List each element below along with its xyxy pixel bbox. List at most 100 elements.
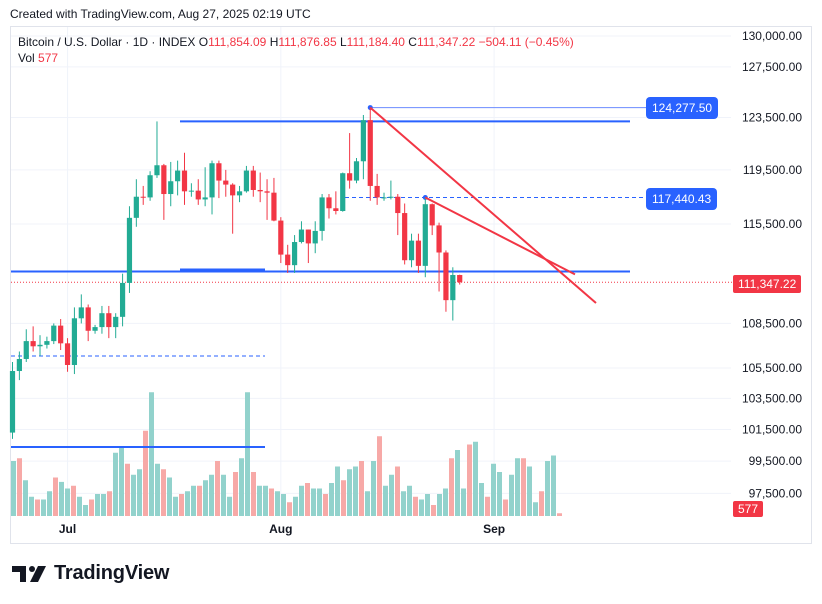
tradingview-wordmark: TradingView bbox=[54, 562, 170, 584]
volume-bar bbox=[113, 452, 118, 516]
candle-body bbox=[119, 282, 126, 317]
volume-bar bbox=[119, 447, 124, 516]
chart-frame[interactable] bbox=[10, 26, 812, 544]
volume-bar bbox=[335, 466, 340, 516]
volume-bar bbox=[29, 496, 34, 516]
candle-body bbox=[422, 204, 428, 266]
volume-bar bbox=[197, 485, 202, 516]
candle-body bbox=[175, 170, 181, 182]
candle-body bbox=[202, 197, 208, 200]
tradingview-logo[interactable]: TradingView bbox=[12, 562, 169, 585]
volume-bar bbox=[557, 513, 562, 516]
volume-bar bbox=[347, 469, 352, 516]
volume-bar bbox=[467, 444, 472, 516]
candle-body bbox=[154, 165, 160, 176]
candle-body bbox=[230, 184, 236, 196]
candle-body bbox=[30, 341, 36, 347]
high-label: H bbox=[269, 35, 279, 49]
candle-body bbox=[216, 163, 222, 181]
candle-body bbox=[347, 173, 353, 181]
volume-value: 577 bbox=[38, 51, 59, 65]
candle-body bbox=[92, 327, 98, 331]
price-axis-label: 97,500.00 bbox=[749, 486, 803, 500]
volume-bar bbox=[281, 494, 286, 516]
time-axis-label: Jul bbox=[59, 522, 76, 536]
volume-bar bbox=[53, 477, 58, 516]
volume-bar bbox=[59, 481, 64, 516]
candle-body bbox=[408, 240, 415, 261]
volume-bar bbox=[473, 441, 478, 516]
candle-body bbox=[257, 189, 263, 192]
volume-bar bbox=[545, 461, 550, 516]
volume-bar bbox=[329, 483, 334, 516]
candle-body bbox=[353, 161, 360, 181]
candle-body bbox=[250, 170, 256, 190]
close-value: 111,347.22 bbox=[416, 35, 476, 49]
volume-bar bbox=[365, 491, 370, 516]
volume-badge: 577 bbox=[733, 501, 764, 517]
volume-bar bbox=[227, 496, 232, 516]
low-label: L bbox=[339, 35, 347, 49]
candle-body bbox=[374, 185, 380, 198]
trend-line-upper[interactable] bbox=[369, 106, 597, 304]
volume-bar bbox=[437, 494, 442, 516]
candle-body bbox=[85, 307, 91, 331]
volume-bar bbox=[359, 461, 364, 516]
candle-body bbox=[16, 358, 22, 372]
candle-body bbox=[64, 343, 71, 365]
volume-bar bbox=[161, 469, 166, 516]
volume-bar bbox=[491, 463, 496, 516]
volume-bar bbox=[47, 491, 52, 516]
symbol-label[interactable]: Bitcoin / U.S. Dollar · 1D · INDEX bbox=[18, 35, 196, 49]
volume-bar bbox=[233, 472, 238, 516]
candle-body bbox=[188, 190, 194, 192]
volume-bar bbox=[353, 466, 358, 516]
volume-bar bbox=[287, 502, 292, 516]
volume-bar bbox=[35, 499, 40, 516]
candle-body bbox=[58, 325, 64, 344]
volume-bar bbox=[311, 488, 316, 516]
volume-bar bbox=[443, 488, 448, 516]
volume-bar bbox=[515, 458, 520, 516]
candle-body bbox=[285, 254, 291, 266]
candle-body bbox=[51, 325, 57, 342]
candle-body bbox=[360, 120, 366, 162]
volume-bar bbox=[425, 494, 430, 516]
high-price-badge: 124,277.50 bbox=[646, 97, 719, 119]
candle-body bbox=[402, 213, 408, 261]
volume-bar bbox=[377, 436, 382, 516]
volume-bar bbox=[485, 496, 490, 516]
price-axis-label: 101,500.00 bbox=[742, 422, 802, 436]
volume-bar bbox=[275, 491, 280, 516]
price-axis-label: 115,500.00 bbox=[743, 217, 802, 231]
mid-price-badge: 117,440.43 bbox=[646, 188, 718, 210]
candle-body bbox=[340, 173, 346, 211]
candle-body bbox=[223, 180, 229, 185]
created-with-text: Created with TradingView.com, Aug 27, 20… bbox=[10, 7, 311, 21]
price-axis-label: 108,500.00 bbox=[742, 316, 802, 330]
legend: Bitcoin / U.S. Dollar · 1D · INDEX O111,… bbox=[18, 34, 574, 66]
volume-bar bbox=[497, 472, 502, 516]
last-price-badge: 111,347.22 bbox=[733, 275, 802, 293]
volume-bar bbox=[407, 485, 412, 516]
price-axis-label: 119,500.00 bbox=[743, 163, 802, 177]
change-value: −504.11 (−0.45%) bbox=[478, 35, 574, 49]
volume-bar bbox=[323, 494, 328, 516]
volume-bar bbox=[221, 474, 226, 516]
candle-body bbox=[209, 163, 215, 198]
volume-bar bbox=[149, 392, 154, 516]
price-axis-label: 127,500.00 bbox=[742, 60, 802, 74]
volume-bar bbox=[65, 488, 70, 516]
volume-bar bbox=[419, 499, 424, 516]
candle-body bbox=[243, 170, 250, 192]
volume-label: Vol bbox=[18, 51, 35, 65]
candle-body bbox=[71, 318, 78, 365]
volume-bar bbox=[23, 480, 28, 516]
price-axis-label: 103,500.00 bbox=[742, 391, 802, 405]
price-axis-label: 123,500.00 bbox=[742, 111, 802, 125]
candle-body bbox=[9, 371, 16, 433]
volume-bar bbox=[239, 458, 244, 516]
candle-body bbox=[319, 197, 325, 231]
trend-line-lower[interactable] bbox=[424, 196, 576, 276]
